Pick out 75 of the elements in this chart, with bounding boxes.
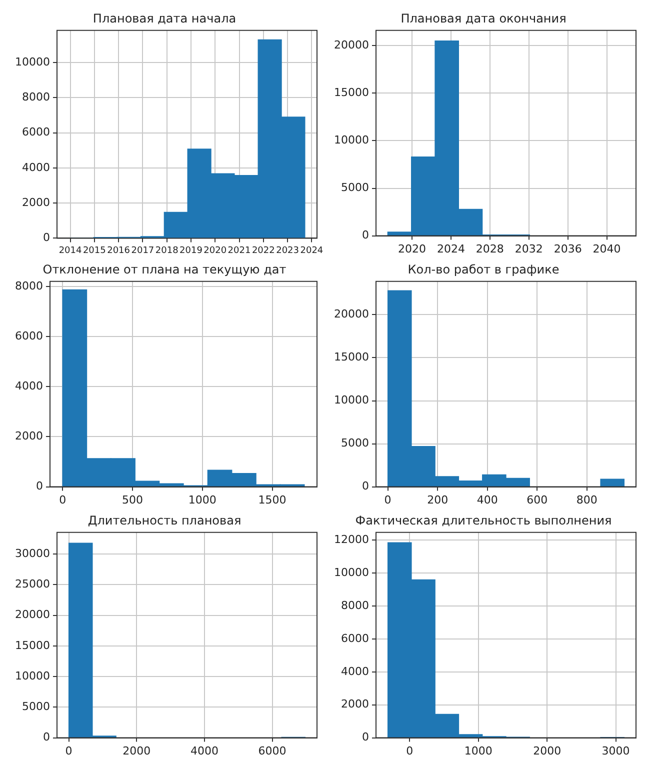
y-tick-label: 0 [362,228,369,242]
y-tick-label: 6000 [14,329,43,342]
y-tick-label: 2000 [340,698,369,711]
y-tick-label: 8000 [22,90,50,104]
y-tick-label: 4000 [340,664,369,678]
chart-title: Плановая дата начала [92,11,236,26]
y-tick-label: 0 [362,730,369,744]
y-tick-label: 10000 [14,55,50,68]
y-tick-label: 0 [36,480,43,493]
x-tick-label: 2036 [554,242,582,256]
x-tick-label: 3000 [602,744,630,758]
y-tick-label: 4000 [22,160,50,174]
x-tick-label: 0 [406,744,414,758]
x-tick-label: 500 [122,493,143,506]
x-tick-label: 2020 [204,246,227,256]
y-tick-label: 5000 [340,181,369,194]
x-tick-label: 2000 [533,744,562,758]
y-tick-label: 12000 [334,533,369,546]
x-tick-label: 2024 [300,246,324,256]
x-tick-label: 2017 [131,246,154,256]
y-tick-label: 8000 [14,279,43,292]
y-tick-label: 30000 [14,546,50,560]
y-tick-label: 15000 [334,350,369,364]
x-tick-label: 2023 [276,246,299,256]
y-tick-label: 20000 [14,608,50,622]
y-tick-label: 5000 [340,436,369,450]
y-tick-label: 15000 [334,86,369,100]
x-tick-label: 2021 [228,246,251,256]
chart-title: Плановая дата окончания [400,11,566,26]
x-tick-label: 2032 [514,242,543,256]
x-tick-label: 400 [476,493,498,506]
chart-title: Фактическая длительность выполнения [355,513,612,528]
y-tick-label: 10000 [334,566,369,579]
y-tick-label: 10000 [334,394,369,407]
y-tick-label: 20000 [334,38,369,52]
y-tick-label: 8000 [340,598,369,612]
x-tick-label: 2040 [592,242,621,256]
x-tick-label: 6000 [258,744,286,758]
chart-title: Кол-во работ в графике [408,262,560,276]
x-tick-label: 2018 [155,246,179,256]
x-tick-label: 4000 [190,744,218,758]
y-tick-label: 6000 [340,632,369,645]
y-tick-label: 0 [42,231,50,244]
x-tick-label: 0 [384,493,392,506]
x-tick-label: 2028 [476,242,504,256]
chart-title: Длительность плановая [88,513,242,528]
y-tick-label: 2000 [14,430,43,443]
y-tick-label: 0 [42,730,50,744]
x-tick-label: 1000 [188,493,216,506]
x-tick-label: 600 [526,493,548,506]
x-tick-label: 1500 [258,493,286,506]
x-tick-label: 2019 [180,246,203,256]
x-tick-label: 0 [65,744,72,758]
y-tick-label: 6000 [22,126,50,139]
x-tick-label: 2014 [58,246,82,256]
chart-title: Отклонение от плана на текущую дат [42,262,286,276]
y-tick-label: 10000 [14,669,50,682]
y-tick-label: 5000 [22,700,50,714]
y-tick-label: 25000 [14,578,50,591]
y-tick-label: 10000 [334,134,369,147]
x-tick-label: 200 [427,493,448,506]
y-tick-label: 0 [362,480,369,493]
x-tick-label: 2015 [82,246,106,256]
x-tick-label: 1000 [464,744,492,758]
y-tick-label: 20000 [334,308,369,321]
x-tick-label: 2016 [107,246,130,256]
y-tick-label: 15000 [14,638,50,652]
x-tick-label: 2022 [252,246,275,256]
x-tick-label: 800 [576,493,598,506]
x-tick-label: 2000 [122,744,151,758]
x-tick-label: 2024 [436,242,465,256]
y-tick-label: 4000 [14,379,43,392]
x-tick-label: 2020 [398,242,426,256]
x-tick-label: 0 [59,493,66,506]
y-tick-label: 2000 [22,196,50,209]
